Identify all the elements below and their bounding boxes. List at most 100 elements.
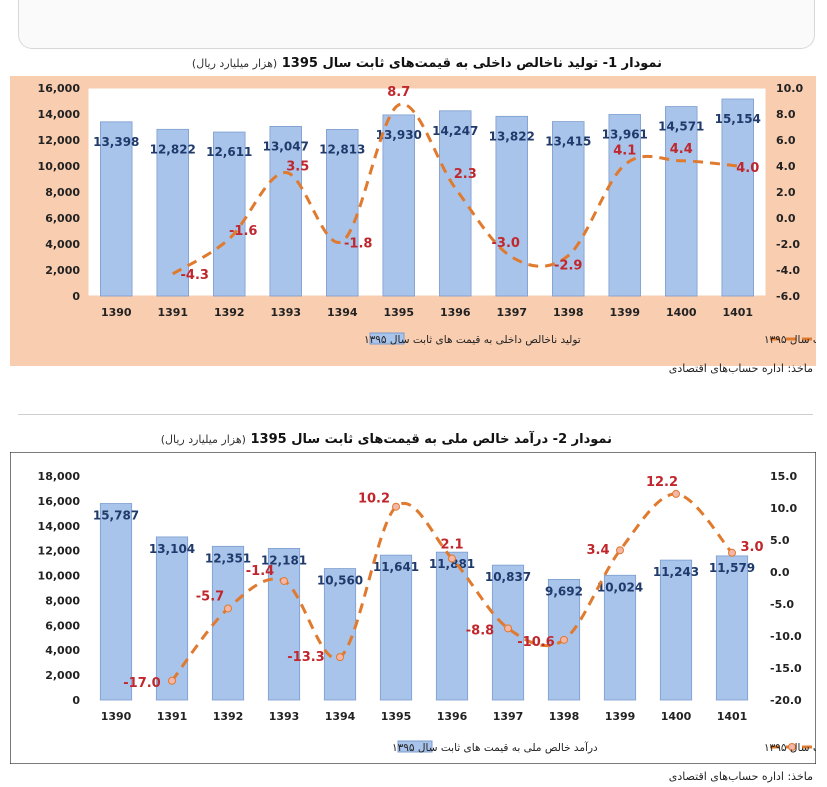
bar-value-label: 13,104 [149,542,195,556]
x-tick-label: 1401 [717,710,748,723]
bar-value-label: 10,837 [485,570,531,584]
y-left-tick-label: 14,000 [38,520,81,533]
bar-value-label: 11,243 [653,565,699,579]
growth-value-label: -13.3 [287,650,324,665]
y-right-tick-label: 8.0 [776,108,796,121]
bar [439,110,472,297]
growth-value-label: 3.5 [286,160,309,175]
section-divider [18,414,813,415]
bar [100,121,133,297]
growth-value-label: 12.2 [646,475,678,490]
growth-value-label: -1.6 [229,224,257,239]
bar [213,131,246,297]
bar [715,555,749,701]
growth-value-label: 4.1 [613,144,636,159]
y-right-tick-label: 10.0 [770,502,797,515]
bar-value-label: 10,024 [597,580,643,594]
growth-value-label: -4.3 [181,268,209,283]
growth-value-label: -8.8 [466,623,494,638]
y-right-tick-label: -10.0 [770,630,802,643]
y-right-tick-label: -15.0 [770,662,802,675]
bar [267,548,301,701]
x-tick-label: 1396 [440,306,471,319]
bar [99,503,133,701]
y-left-tick-label: 14,000 [38,108,81,121]
chart1-title: نمودار 1- تولید ناخالص داخلی به قیمت‌های… [281,56,662,71]
growth-value-label: 3.0 [740,540,763,555]
y-left-tick-label: 10,000 [38,570,81,583]
y-right-tick-label: 2.0 [776,186,796,199]
bar [156,128,189,297]
chart1-title-row: نمودار 1- تولید ناخالص داخلی به قیمت‌های… [192,56,662,71]
growth-value-label: 2.1 [440,538,463,553]
bar-value-label: 13,822 [489,129,535,143]
legend-bar-label: تولید ناخالص داخلی به قیمت های ثابت سال … [364,334,581,346]
y-left-tick-label: 0 [72,694,80,707]
growth-value-label: -10.6 [517,635,554,650]
y-left-tick-label: 0 [72,290,80,303]
bar [269,125,302,297]
bar [379,554,413,701]
bar [326,129,359,297]
legend-line-marker [788,743,796,751]
y-left-tick-label: 18,000 [38,470,81,483]
growth-value-label: 4.0 [736,161,759,176]
bar-value-label: 9,692 [545,584,583,598]
y-right-tick-label: 0.0 [770,566,790,579]
y-right-tick-label: -6.0 [776,290,800,303]
growth-point [504,624,512,633]
bar-value-label: 12,813 [319,142,365,156]
bar-value-label: 11,579 [709,561,755,575]
y-left-tick-label: 4,000 [45,238,80,251]
growth-value-label: 4.4 [670,142,693,157]
legend-bar-swatch [369,332,405,345]
bar-value-label: 14,571 [658,120,704,134]
growth-point [560,635,568,644]
bar-value-label: 12,611 [206,145,252,159]
legend-line-label: رشد تولید ناخالص داخلی به قیمت های ثابت … [764,334,816,346]
growth-value-label: -2.9 [554,259,582,274]
chart1: 0 2,000 4,000 6,000 8,000 10,000 12,000 14,000 1… [10,76,816,366]
bar-value-label: 11,641 [373,560,419,574]
growth-line [170,492,734,682]
x-tick-label: 1394 [327,306,358,319]
plot-area [87,475,761,701]
growth-point [336,653,344,662]
chart2: 0 2,000 4,000 6,000 8,000 10,000 12,000 14,000 1… [10,452,816,764]
y-right-tick-label: -5.0 [770,598,794,611]
x-tick-label: 1398 [549,710,580,723]
growth-value-label: 8.7 [387,85,410,100]
bar [323,568,357,701]
y-left-tick-label: 8,000 [45,594,80,607]
x-tick-label: 1393 [270,306,301,319]
bar-value-label: 11,881 [429,557,475,571]
y-left-tick-label: 12,000 [38,545,81,558]
x-tick-label: 1390 [101,710,132,723]
x-tick-label: 1397 [493,710,524,723]
growth-value-label: 2.3 [454,167,477,182]
bar-value-label: 13,398 [93,135,139,149]
bar [155,536,189,701]
y-right-tick-label: 5.0 [770,534,790,547]
growth-value-label: -17.0 [123,676,160,691]
y-right-tick-label: -20.0 [770,694,802,707]
y-left-tick-label: 16,000 [38,495,81,508]
growth-point [616,546,624,555]
bar-value-label: 13,961 [602,128,648,142]
x-tick-label: 1395 [383,306,414,319]
x-tick-label: 1393 [269,710,300,723]
bar [495,115,528,297]
legend-bar-label: درآمد خالص ملی به قیمت های ثابت سال ۱۳۹۵ [392,741,598,754]
growth-value-label: -5.7 [196,589,224,604]
growth-point [224,604,232,613]
chart2-title-row: نمودار 2- درآمد خالص ملی به قیمت‌های ثاب… [161,432,612,447]
x-tick-label: 1396 [437,710,468,723]
y-left-tick-label: 2,000 [45,264,80,277]
x-tick-label: 1400 [661,710,692,723]
plot-area [87,87,767,297]
y-right-tick-label: 10.0 [776,82,803,95]
growth-point [448,554,456,563]
bar [603,574,637,701]
y-right-tick-label: 4.0 [776,160,796,173]
bar [721,98,754,297]
